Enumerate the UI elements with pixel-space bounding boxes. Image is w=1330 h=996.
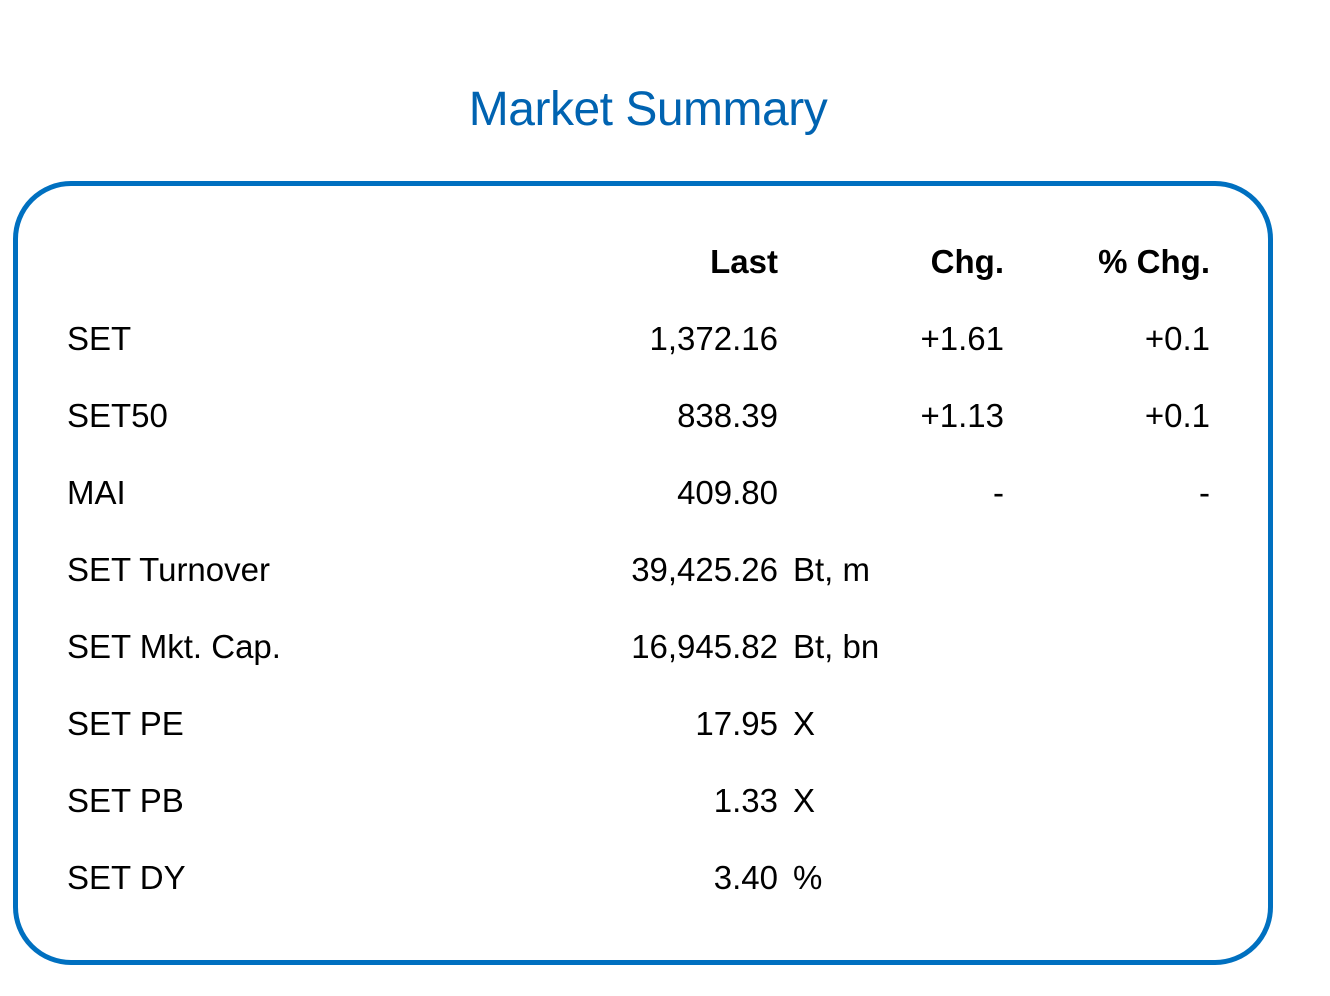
header-last: Last [710,243,778,280]
row-name: SET Turnover [67,551,270,588]
row-name: SET [67,320,132,357]
header-chg: Chg. [930,243,1004,280]
row-unit: Bt, m [793,551,871,588]
row-unit: X [793,705,816,742]
page-title: Market Summary [468,83,828,136]
row-name: SET PB [67,782,184,819]
row-name: SET Mkt. Cap. [67,628,281,665]
row-last: 16,945.82 [631,628,778,665]
row-unit: Bt, bn [793,628,880,665]
row-last: 17.95 [695,705,778,742]
row-name: SET PE [67,705,184,742]
row-pct-chg: - [1199,474,1210,511]
row-chg: +1.61 [920,320,1005,357]
row-name: MAI [67,474,126,511]
row-last: 409.80 [677,474,778,511]
row-name: SET50 [67,397,168,434]
market-summary-table: Last Chg. % Chg. SET 1,372.16 +1.61 +0.1… [18,186,1268,960]
row-unit: X [793,782,816,819]
row-last: 3.40 [713,859,778,896]
row-last: 838.39 [677,397,778,434]
row-pct-chg: +0.1 [1144,320,1210,357]
row-unit: % [793,859,823,896]
row-chg: - [993,474,1004,511]
market-summary-panel: Last Chg. % Chg. SET 1,372.16 +1.61 +0.1… [13,181,1273,965]
row-last: 1,372.16 [649,320,778,357]
row-name: SET DY [67,859,186,896]
row-chg: +1.13 [920,397,1005,434]
header-pct-chg: % Chg. [1098,243,1210,280]
row-last: 39,425.26 [631,551,778,588]
row-last: 1.33 [713,782,778,819]
row-pct-chg: +0.1 [1144,397,1210,434]
